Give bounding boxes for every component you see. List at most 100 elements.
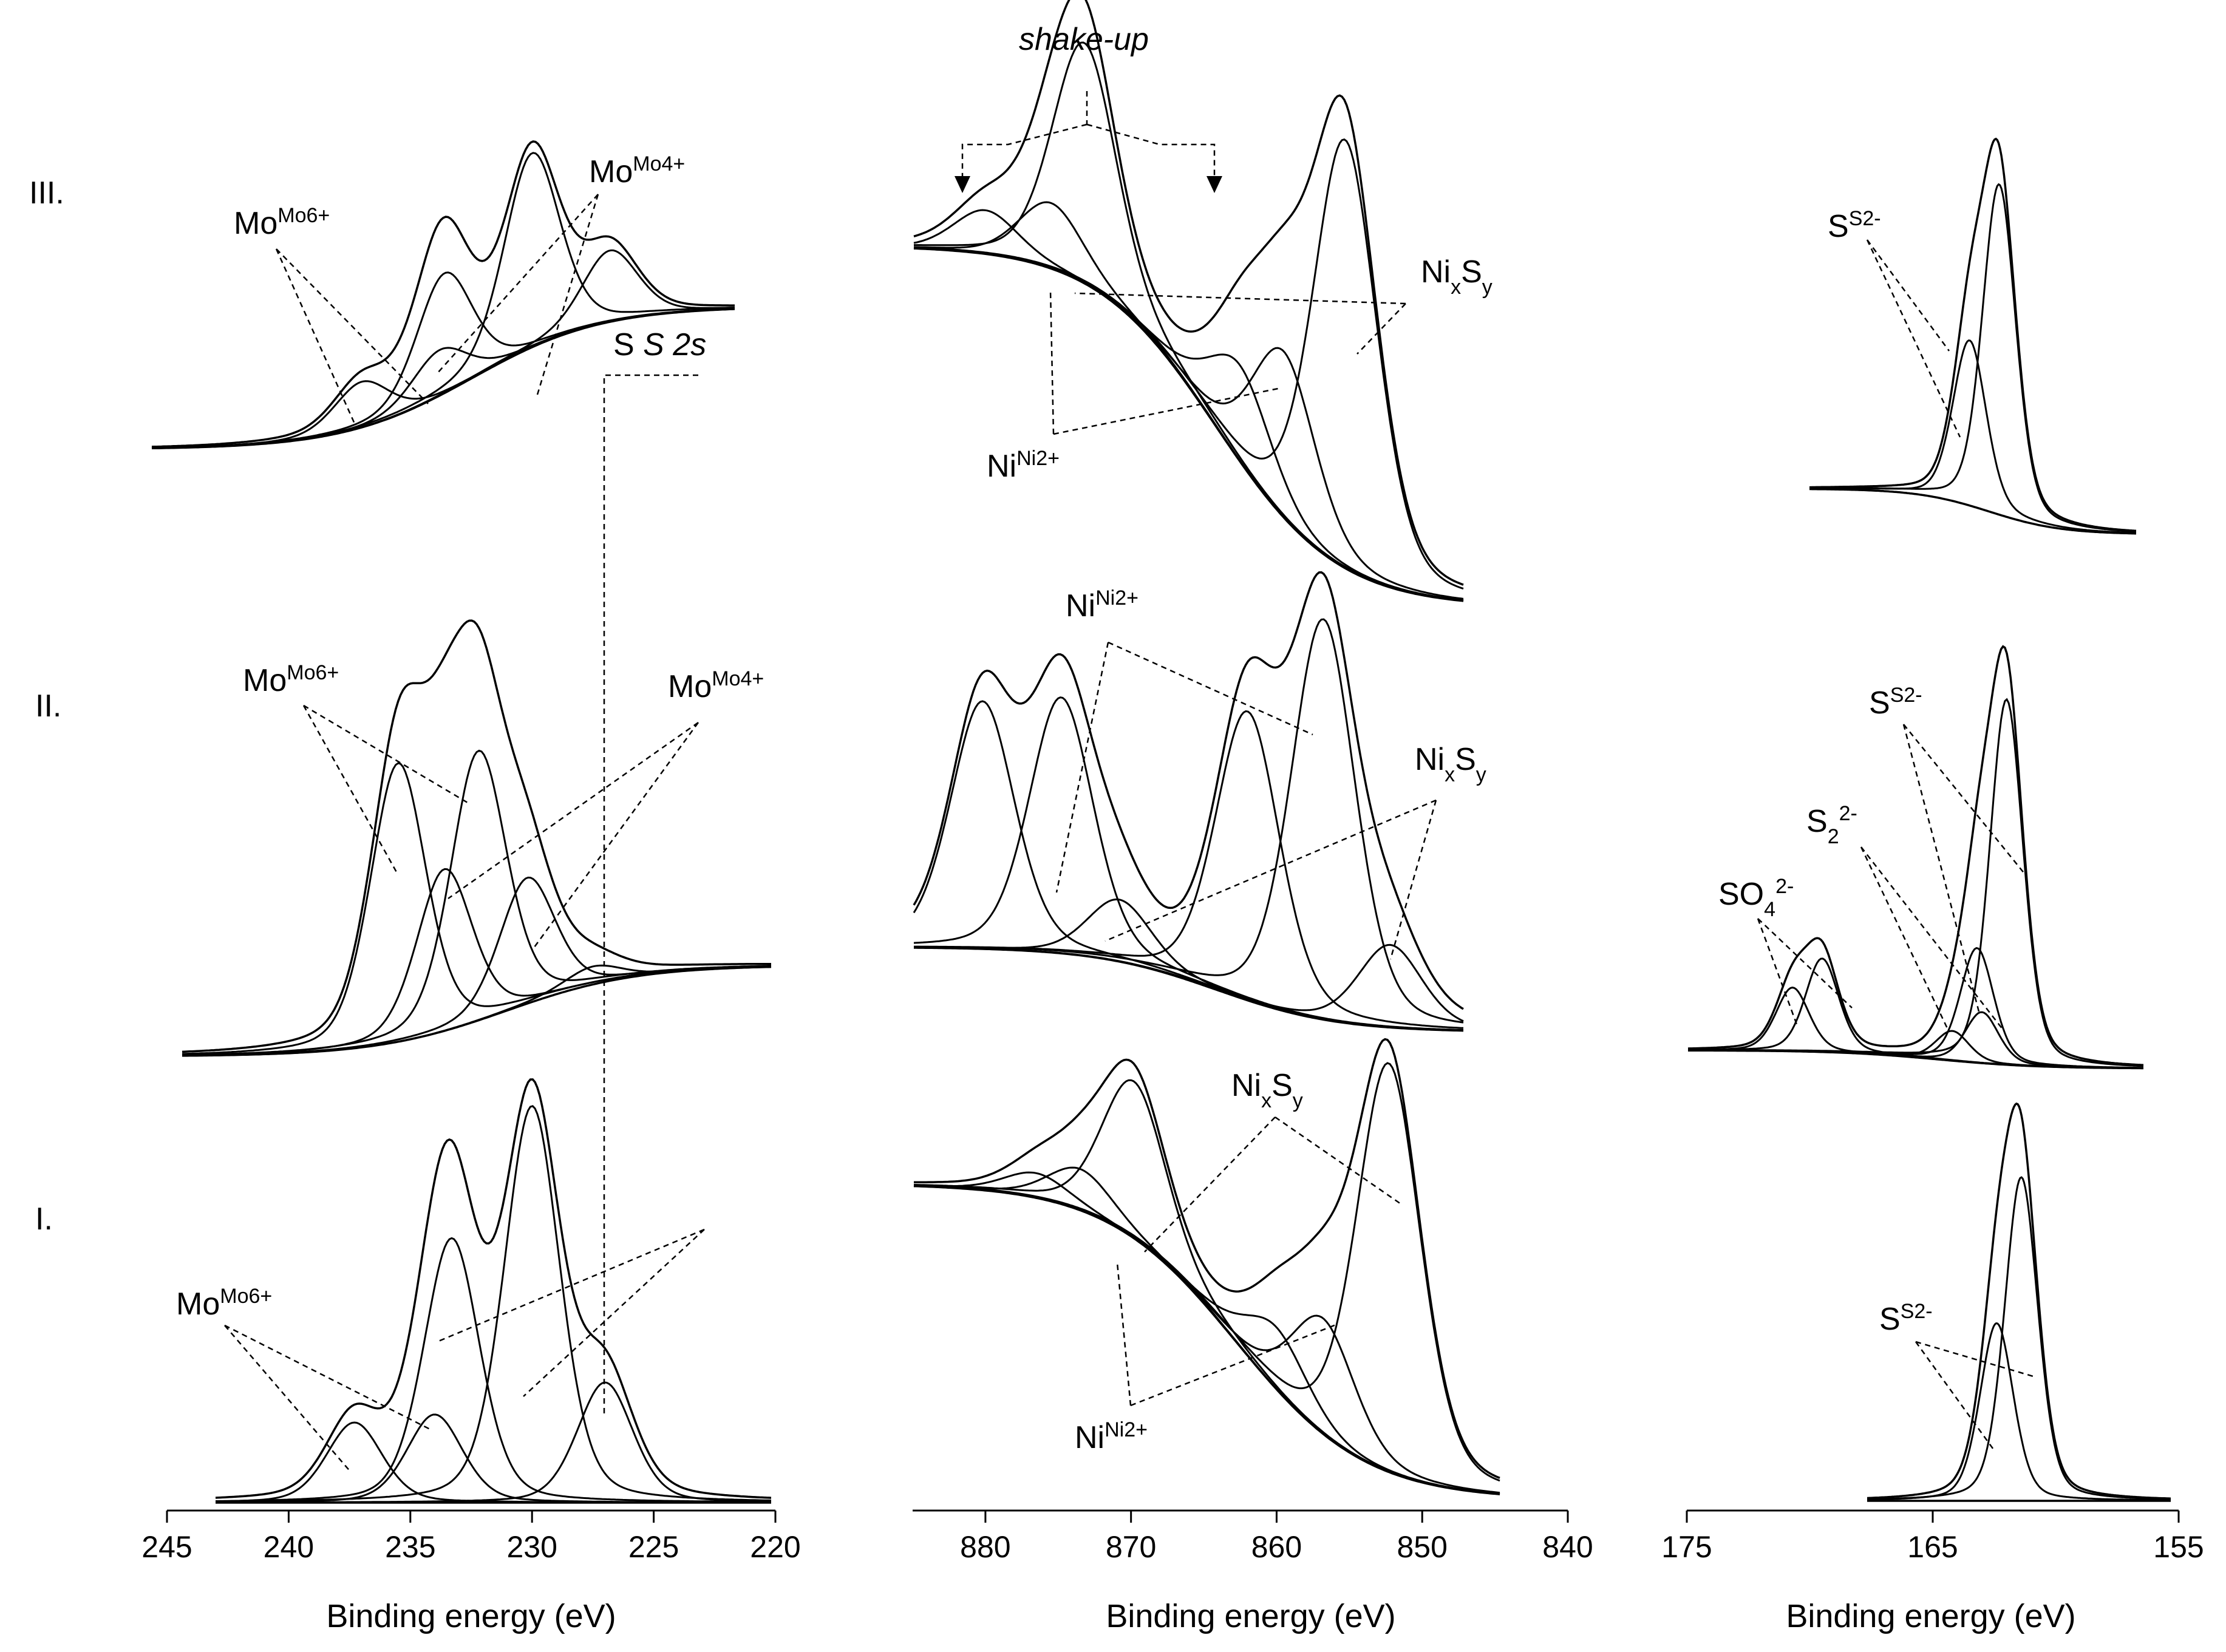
envelope-s-2p-i <box>1867 1102 2171 1500</box>
peak-mo-3d-i-4 <box>216 1381 772 1504</box>
mo4-label-ii: MoMo4+ <box>668 667 764 704</box>
envelope-ni-2p-iii <box>913 0 1464 586</box>
envelope-mo-3d-iii <box>151 140 735 448</box>
annotation-nixsy-ii: NixSy <box>1104 742 1486 960</box>
envelope-s-2p-ii <box>1687 645 2144 1067</box>
background-s-2p-iii <box>1809 488 2136 535</box>
peak-ni-2p-i-5 <box>913 1171 1500 1495</box>
x-axis-s2p: 175 165 155 Binding energy (eV) <box>1661 1509 2204 1634</box>
peak-mo-3d-ii-4 <box>182 964 772 1057</box>
peak-s-2p-i-1 <box>1867 1176 2171 1500</box>
x-axis-label-mo3d: Binding energy (eV) <box>326 1598 616 1634</box>
background-ni-2p-i <box>913 1185 1500 1495</box>
peak-ni-2p-iii-4 <box>913 201 1464 602</box>
annotation-so4-ii: SO42- <box>1718 875 1853 1027</box>
annotation-nixsy-iii: NixSy <box>1074 254 1493 355</box>
annotation-mo6-ii: MoMo6+ <box>243 661 468 875</box>
annotation-mo4-i-leads <box>437 1228 705 1397</box>
peak-ni-2p-iii-1 <box>913 246 1464 600</box>
peak-mo-3d-ii-0 <box>182 762 772 1055</box>
s2s-label: S S 2s <box>613 327 706 362</box>
peak-mo-3d-i-2 <box>216 1237 771 1503</box>
row-label-iii: III. <box>29 175 64 211</box>
shakeup-arrow-right <box>1207 176 1222 193</box>
tick-label: 850 <box>1397 1530 1448 1564</box>
peak-ni-2p-iii-0 <box>913 138 1464 590</box>
envelope-mo-3d-ii <box>182 619 771 1053</box>
envelope-ni-2p-i <box>914 1038 1500 1480</box>
ni2-label-iii: NiNi2+ <box>987 447 1060 484</box>
s2-label-iii: SS2- <box>1828 207 1881 244</box>
annotation-s2-ii: SS2- <box>1869 684 2026 1015</box>
so4-label-ii: SO42- <box>1718 875 1794 921</box>
spectra-curves <box>151 0 2171 1504</box>
mo6-label-ii: MoMo6+ <box>243 661 339 698</box>
nixsy-label-iii: NixSy <box>1421 254 1493 299</box>
peak-mo-3d-ii-2 <box>182 868 772 1056</box>
shakeup-label: shake-up <box>1019 22 1149 57</box>
x-axis-label-ni2p: Binding energy (eV) <box>1106 1598 1395 1634</box>
annotation-s2s: S S 2s <box>603 327 706 1415</box>
envelope-mo-3d-i <box>215 1078 772 1499</box>
tick-label: 880 <box>960 1530 1010 1564</box>
peak-ni-2p-i-1 <box>913 1185 1500 1494</box>
mo6-label-i: MoMo6+ <box>176 1285 272 1322</box>
peak-mo-3d-iii-3 <box>152 152 735 449</box>
tick-label: 840 <box>1542 1530 1593 1564</box>
peak-ni-2p-ii-5 <box>913 943 1464 1022</box>
peak-ni-2p-iii-2 <box>913 247 1464 601</box>
x-axis-ni2p: 880 870 860 850 840 Binding energy (eV) <box>913 1509 1593 1634</box>
tick-label: 155 <box>2153 1530 2204 1564</box>
row-label-i: I. <box>35 1202 53 1237</box>
peak-mo-3d-ii-3 <box>182 876 771 1056</box>
tick-label: 235 <box>385 1530 435 1564</box>
tick-label: 240 <box>264 1530 314 1564</box>
shakeup-arrow-left <box>955 176 970 193</box>
tick-label: 220 <box>750 1530 800 1564</box>
tick-label: 175 <box>1661 1530 1712 1564</box>
annotation-mo6-i: MoMo6+ <box>176 1285 432 1473</box>
tick-label: 230 <box>506 1530 557 1564</box>
peak-ni-2p-i-4 <box>913 1166 1500 1495</box>
x-axis-mo3d: 245 240 235 230 225 220 Binding energy (eV) <box>141 1509 801 1634</box>
peak-s-2p-iii-1 <box>1809 339 2137 534</box>
nixsy-label-i: NixSy <box>1231 1068 1303 1112</box>
peak-mo-3d-ii-1 <box>182 749 772 1056</box>
tick-label: 870 <box>1106 1530 1156 1564</box>
ni2-label-ii: NiNi2+ <box>1066 586 1139 624</box>
tick-label: 860 <box>1251 1530 1302 1564</box>
nixsy-label-ii: NixSy <box>1415 742 1486 786</box>
ni2-label-i: NiNi2+ <box>1075 1418 1148 1455</box>
background-mo-3d-ii <box>182 965 772 1057</box>
background-ni-2p-iii <box>913 247 1464 602</box>
peak-s-2p-i-0 <box>1867 1322 2171 1501</box>
tick-label: 165 <box>1907 1530 1958 1564</box>
annotation-shakeup: shake-up <box>955 22 1222 193</box>
peak-ni-2p-iii-3 <box>914 41 1464 602</box>
envelope-s-2p-iii <box>1809 137 2137 532</box>
s22-label-ii: S22- <box>1806 802 1857 848</box>
mo6-label-iii: MoMo6+ <box>234 204 330 241</box>
peak-ni-2p-ii-4 <box>914 618 1464 1024</box>
peak-mo-3d-i-3 <box>216 1105 772 1503</box>
peak-ni-2p-iii-5 <box>913 209 1464 602</box>
row-label-ii: II. <box>35 688 61 724</box>
background-ni-2p-ii <box>914 947 1464 1032</box>
x-axis-label-s2p: Binding energy (eV) <box>1786 1598 2075 1634</box>
tick-label: 225 <box>628 1530 679 1564</box>
annotation-ni2-ii: NiNi2+ <box>1055 586 1313 893</box>
annotation-s2-iii: SS2- <box>1828 207 1961 438</box>
mo4-label-iii: MoMo4+ <box>589 152 685 189</box>
annotation-mo4-ii: MoMo4+ <box>448 667 764 948</box>
annotation-mo6-iii: MoMo6+ <box>234 204 429 426</box>
annotation-s2-i: SS2- <box>1879 1300 2036 1452</box>
annotation-ni2-i: NiNi2+ <box>1075 1262 1336 1455</box>
envelope-ni-2p-ii <box>913 571 1464 1010</box>
peak-mo-3d-iii-4 <box>151 249 735 449</box>
peak-s-2p-ii-5 <box>1688 698 2144 1067</box>
s2-label-ii: SS2- <box>1869 684 1922 721</box>
peak-ni-2p-i-3 <box>913 1079 1500 1495</box>
peak-ni-2p-i-2 <box>913 1185 1500 1495</box>
s2-label-i: SS2- <box>1879 1300 1933 1337</box>
